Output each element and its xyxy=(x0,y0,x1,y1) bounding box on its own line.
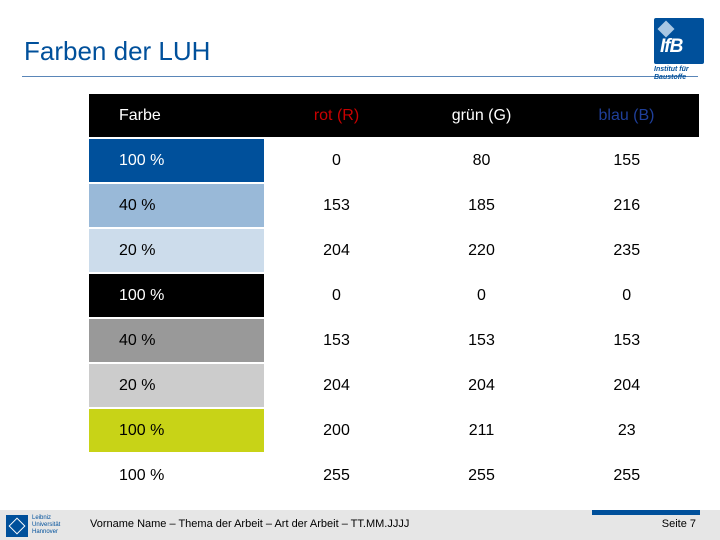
ifb-logo-subtitle-line2: Baustoffe xyxy=(654,74,687,81)
value-g-cell: 211 xyxy=(408,408,554,454)
header-blau: blau (B) xyxy=(554,94,699,139)
color-swatch-cell: 100 % xyxy=(89,453,264,499)
title-divider xyxy=(22,76,698,77)
ifb-logo-subtitle: Institut für Baustoffe xyxy=(654,66,689,82)
color-swatch-cell: 100 % xyxy=(89,408,264,454)
value-b-cell: 0 xyxy=(553,273,699,319)
color-swatch-cell: 100 % xyxy=(89,138,264,184)
footer-text: Vorname Name – Thema der Arbeit – Art de… xyxy=(90,518,410,530)
value-g-cell: 204 xyxy=(408,363,554,409)
value-b-cell: 235 xyxy=(553,228,699,274)
value-b-cell: 153 xyxy=(553,318,699,364)
header-farbe: Farbe xyxy=(89,94,264,139)
table-row: 20 % 204 204 204 xyxy=(89,363,699,409)
table-row: 100 % 255 255 255 xyxy=(89,453,699,499)
header-gruen: grün (G) xyxy=(409,94,554,139)
slide-title: Farben der LUH xyxy=(24,36,211,66)
ifb-logo-box: IfB xyxy=(654,18,704,64)
ifb-logo-subtitle-line1: Institut für xyxy=(654,66,689,73)
value-r-cell: 0 xyxy=(263,273,409,319)
color-swatch-cell: 40 % xyxy=(89,318,264,364)
ifb-logo-mark: IfB xyxy=(660,36,683,57)
value-g-cell: 80 xyxy=(408,138,554,184)
luh-logo-icon xyxy=(6,515,28,537)
table-row: 40 % 153 153 153 xyxy=(89,318,699,364)
table-row: 100 % 200 211 23 xyxy=(89,408,699,454)
ifb-logo: IfB Institut für Baustoffe xyxy=(652,18,704,84)
luh-logo-text: Leibniz Universität Hannover xyxy=(32,515,60,536)
color-swatch-cell: 100 % xyxy=(89,273,264,319)
value-r-cell: 255 xyxy=(263,453,409,499)
color-swatch-cell: 20 % xyxy=(89,228,264,274)
value-b-cell: 216 xyxy=(553,183,699,229)
table-row: 40 % 153 185 216 xyxy=(89,183,699,229)
value-r-cell: 0 xyxy=(263,138,409,184)
value-g-cell: 255 xyxy=(408,453,554,499)
color-swatch-cell: 20 % xyxy=(89,363,264,409)
footer-bar xyxy=(0,510,720,540)
value-b-cell: 155 xyxy=(553,138,699,184)
table-header-row: Farbe rot (R) grün (G) blau (B) xyxy=(89,94,699,139)
value-b-cell: 255 xyxy=(553,453,699,499)
value-r-cell: 204 xyxy=(263,363,409,409)
value-b-cell: 204 xyxy=(553,363,699,409)
table-row: 20 % 204 220 235 xyxy=(89,228,699,274)
value-g-cell: 153 xyxy=(408,318,554,364)
luh-logo-line3: Hannover xyxy=(32,529,59,535)
color-swatch-cell: 40 % xyxy=(89,183,264,229)
luh-logo-line1: Leibniz xyxy=(32,515,52,521)
value-b-cell: 23 xyxy=(553,408,699,454)
value-r-cell: 200 xyxy=(263,408,409,454)
table-row: 100 % 0 80 155 xyxy=(89,138,699,184)
value-g-cell: 0 xyxy=(408,273,554,319)
value-g-cell: 220 xyxy=(408,228,554,274)
footer-accent xyxy=(592,510,700,515)
value-r-cell: 153 xyxy=(263,183,409,229)
value-r-cell: 153 xyxy=(263,318,409,364)
color-table: Farbe rot (R) grün (G) blau (B) 100 % 0 80… xyxy=(89,94,699,499)
value-r-cell: 204 xyxy=(263,228,409,274)
luh-logo-line2: Universität xyxy=(32,522,61,528)
page-number: Seite 7 xyxy=(661,518,696,530)
table-row: 100 % 0 0 0 xyxy=(89,273,699,319)
header-rot: rot (R) xyxy=(264,94,409,139)
value-g-cell: 185 xyxy=(408,183,554,229)
